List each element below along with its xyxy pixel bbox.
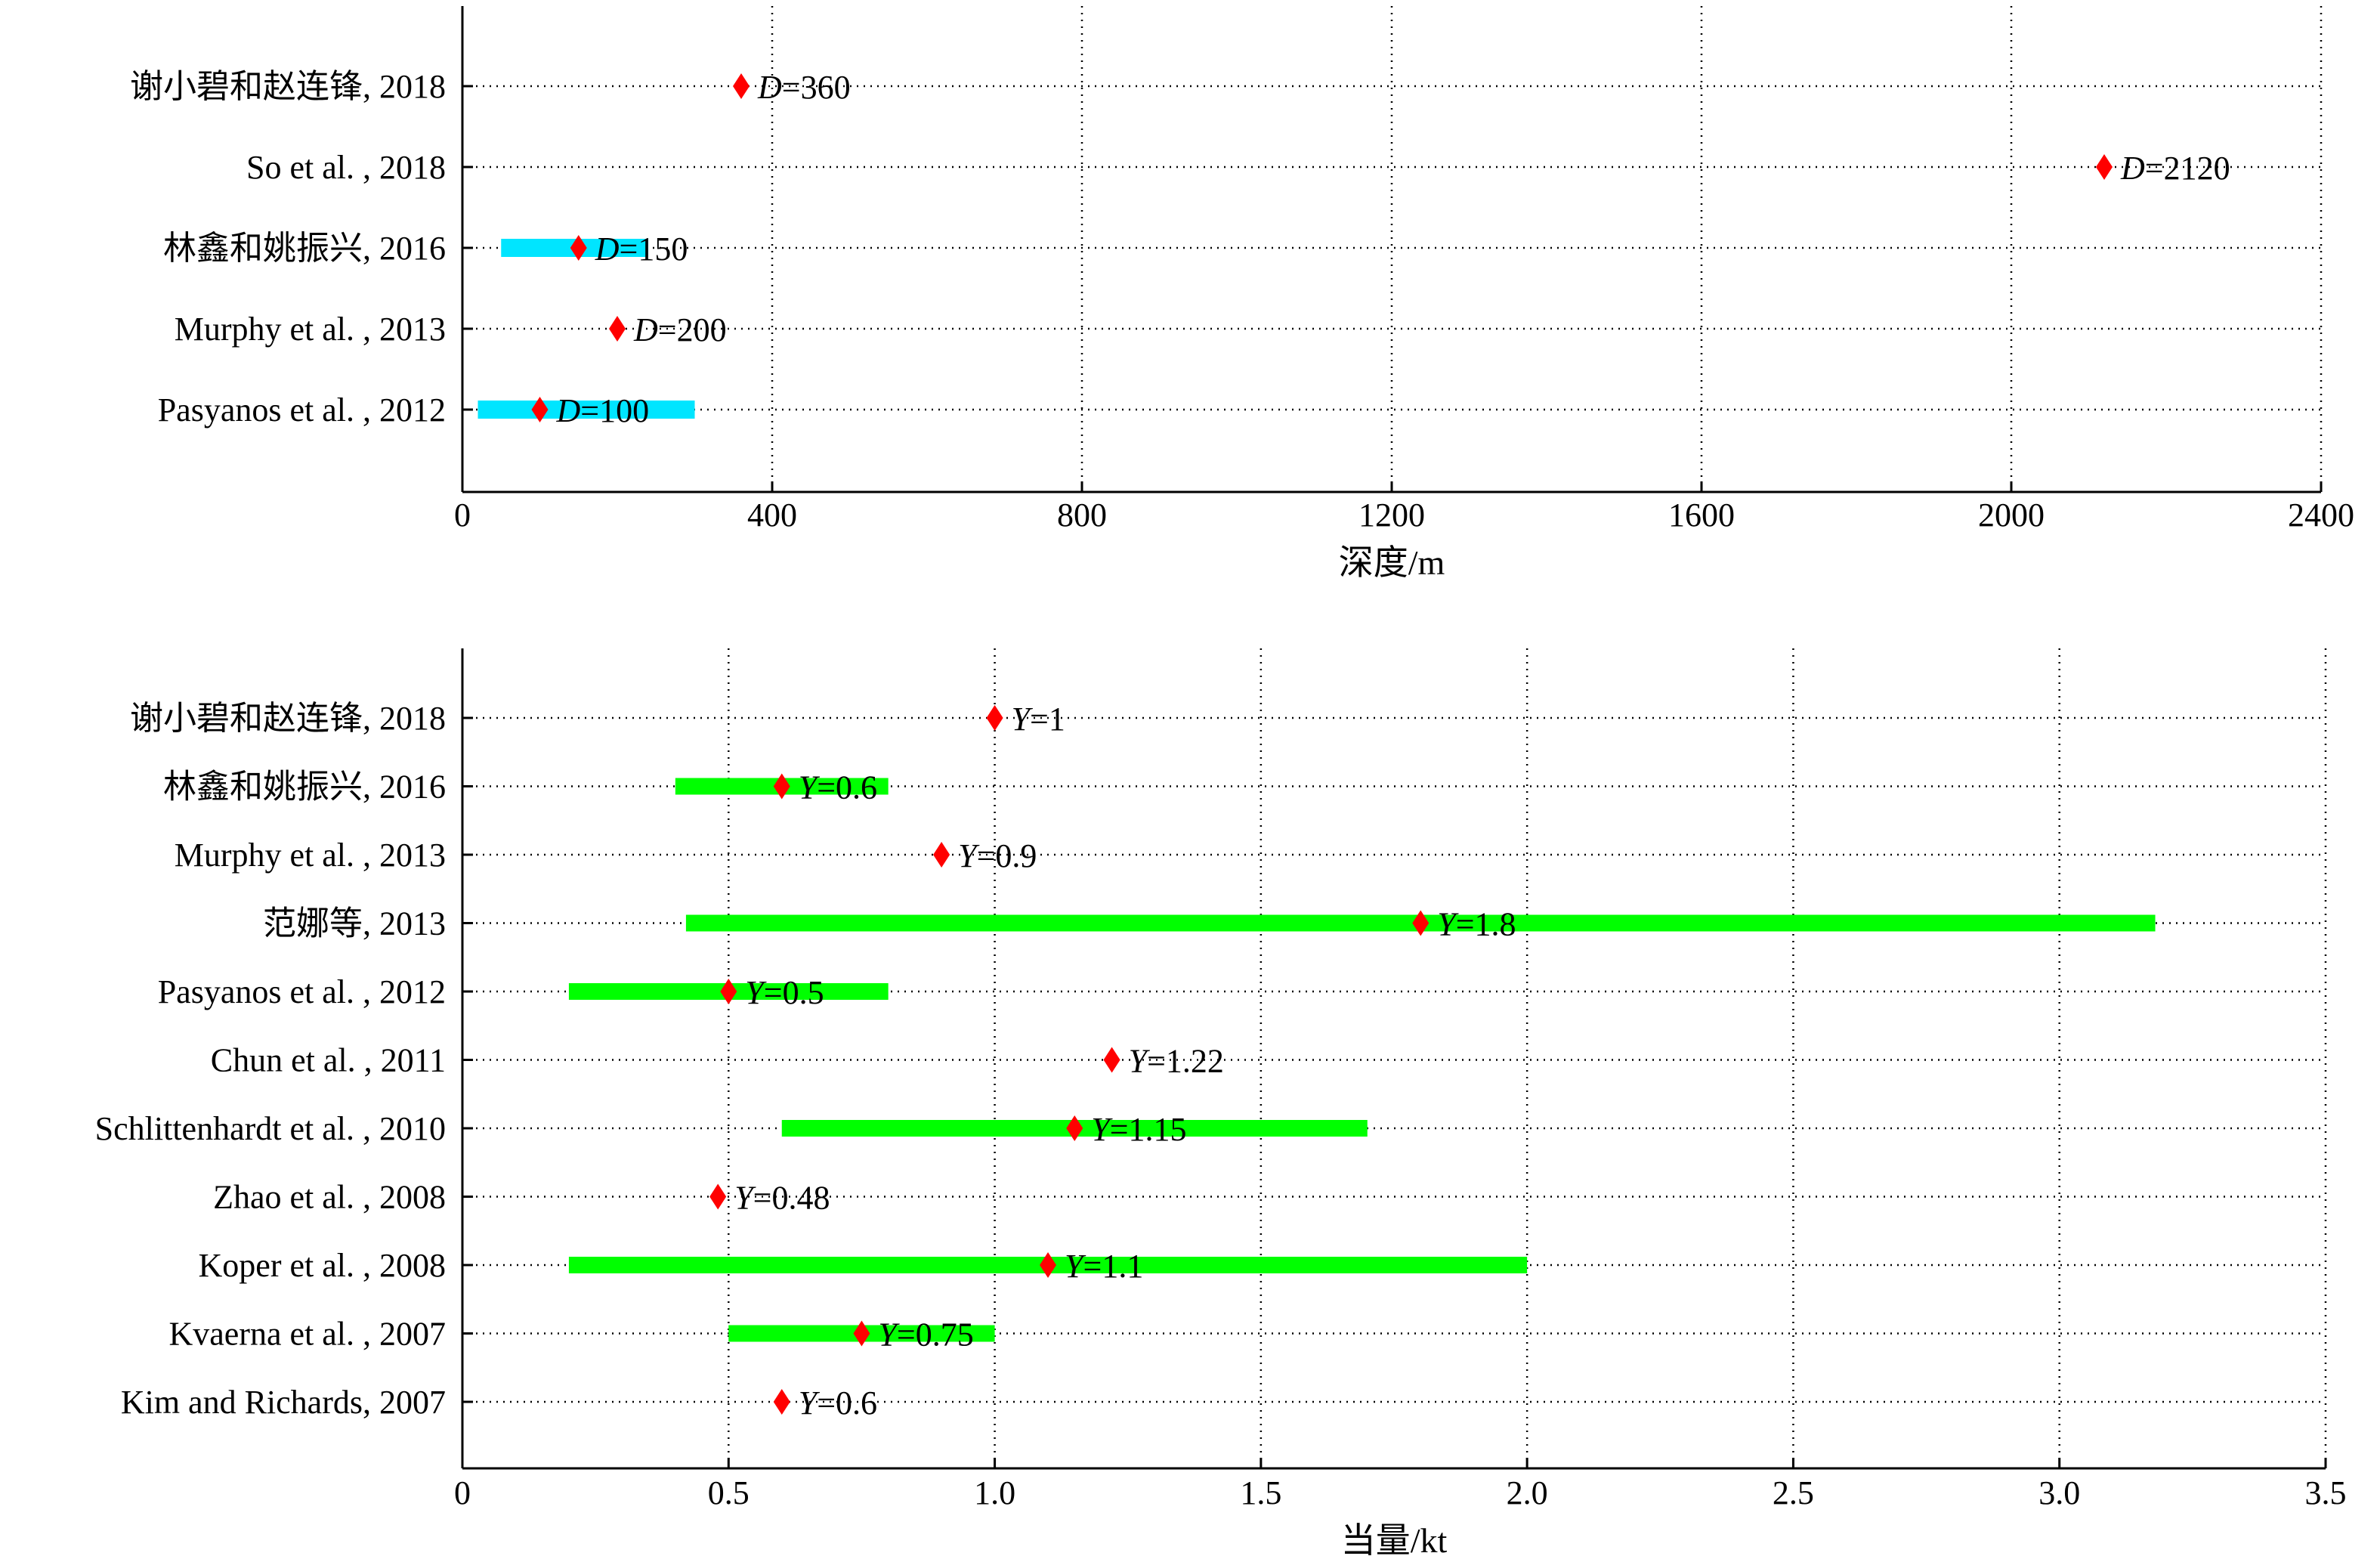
x-tick-label: 3.5 <box>2305 1474 2347 1511</box>
y-tick-label: Pasyanos et al. , 2012 <box>158 391 446 428</box>
x-tick-label: 2.0 <box>1507 1474 1548 1511</box>
value-label: Y=0.6 <box>799 769 877 806</box>
estimate-marker <box>1066 1115 1083 1141</box>
x-tick-label: 2.5 <box>1773 1474 1814 1511</box>
value-label: Y=0.6 <box>799 1384 877 1421</box>
value-label: Y=1.22 <box>1129 1043 1224 1080</box>
y-tick-label: Murphy et al. , 2013 <box>175 311 446 348</box>
x-tick-label: 800 <box>1057 496 1107 534</box>
y-tick-label: Schlittenhardt et al. , 2010 <box>95 1110 446 1147</box>
x-tick-label: 1600 <box>1668 496 1735 534</box>
y-tick-label: Kim and Richards, 2007 <box>121 1384 446 1421</box>
estimate-marker <box>531 397 549 422</box>
x-tick-label: 1200 <box>1358 496 1425 534</box>
yield-chart-panel: 0 0.5 1.0 1.5 2.0 2.5 3.0 3.5 当量/kt 谢小碧和赵连锋, 2018… <box>95 648 2347 1556</box>
estimate-marker <box>709 1183 727 1210</box>
value-label: Y=1.1 <box>1065 1248 1143 1285</box>
estimate-marker <box>933 842 950 868</box>
estimate-marker <box>570 235 587 261</box>
value-label: Y=0.9 <box>958 837 1037 874</box>
x-tick-label: 2400 <box>2288 496 2354 534</box>
value-label: Y=0.5 <box>745 974 824 1011</box>
y-tick-label: 林鑫和姚振兴, 2016 <box>163 769 446 806</box>
x-tick-label: 3.0 <box>2038 1474 2080 1511</box>
x-axis-label: 当量/kt <box>1341 1521 1448 1556</box>
estimate-marker <box>1040 1252 1057 1278</box>
estimate-marker <box>2096 154 2113 180</box>
x-tick-label: 0 <box>454 496 471 534</box>
y-tick-label: 谢小碧和赵连锋, 2018 <box>130 68 446 105</box>
x-tick-label: 1.5 <box>1240 1474 1281 1511</box>
value-label: Y=1 <box>1012 701 1065 738</box>
value-label: Y=0.48 <box>734 1180 830 1217</box>
value-label: Y=1.8 <box>1437 906 1516 943</box>
value-label: D=200 <box>633 311 727 348</box>
estimate-marker <box>853 1320 870 1347</box>
x-tick-label: 2000 <box>1978 496 2045 534</box>
y-tick-label: So et al. , 2018 <box>246 149 446 186</box>
estimate-marker <box>720 979 737 1004</box>
x-axis-label: 深度/m <box>1339 543 1445 582</box>
value-label: D=360 <box>757 69 851 106</box>
value-label: D=100 <box>556 392 650 429</box>
y-tick-label: Chun et al. , 2011 <box>211 1042 446 1079</box>
y-tick-label: Murphy et al. , 2013 <box>175 837 446 874</box>
x-tick-label: 0.5 <box>708 1474 750 1511</box>
value-label: D=150 <box>595 230 688 268</box>
estimate-marker <box>1412 910 1430 936</box>
estimate-marker <box>773 773 790 800</box>
x-tick-label: 0 <box>454 1474 471 1511</box>
value-label: Y=1.15 <box>1091 1111 1186 1148</box>
value-label: Y=0.75 <box>878 1316 973 1353</box>
estimate-marker <box>609 316 626 342</box>
y-tick-label: 谢小碧和赵连锋, 2018 <box>130 700 446 737</box>
estimate-marker <box>773 1389 790 1415</box>
y-tick-label: Koper et al. , 2008 <box>199 1247 446 1284</box>
y-tick-label: Zhao et al. , 2008 <box>213 1179 446 1216</box>
depth-chart-panel: 0 400 800 1200 1600 2000 2400 深度/m 谢小碧和赵连锋, 2018… <box>130 6 2354 582</box>
y-tick-label: 林鑫和姚振兴, 2016 <box>163 230 446 267</box>
estimate-marker <box>733 73 750 99</box>
estimate-marker <box>1103 1047 1120 1073</box>
estimate-marker <box>986 705 1003 731</box>
x-tick-label: 1.0 <box>974 1474 1015 1511</box>
x-tick-label: 400 <box>747 496 797 534</box>
y-tick-label: Kvaerna et al. , 2007 <box>168 1316 446 1353</box>
y-tick-label: 范娜等, 2013 <box>263 905 446 942</box>
value-label: D=2120 <box>2120 150 2230 187</box>
range-bar <box>478 401 695 419</box>
y-tick-label: Pasyanos et al. , 2012 <box>158 973 446 1010</box>
